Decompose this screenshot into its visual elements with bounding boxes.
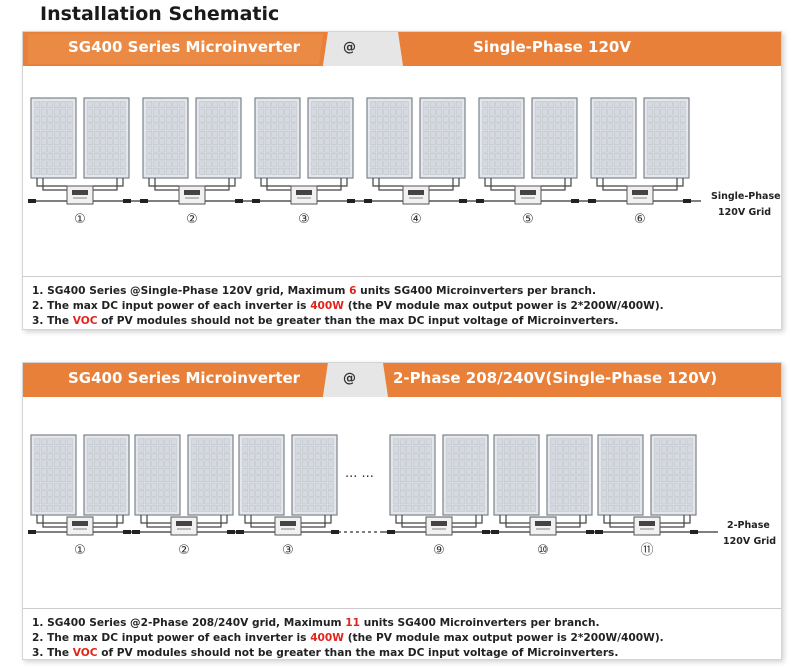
pv-module <box>142 97 189 179</box>
unit-number: ⑨ <box>433 543 445 558</box>
note-1: 1. SG400 Series @2-Phase 208/240V grid, … <box>32 617 600 629</box>
bus-connector <box>252 199 260 203</box>
banner-at-label: @ <box>343 40 356 55</box>
unit-number: ① <box>74 212 86 227</box>
bus-connector <box>571 199 579 203</box>
banner-grid-label: 2-Phase 208/240V(Single-Phase 120V) <box>393 369 718 387</box>
bus-connector <box>482 530 490 534</box>
pv-module <box>307 97 354 179</box>
note-3: 3. The VOC of PV modules should not be g… <box>32 315 619 327</box>
microinverter <box>66 185 94 205</box>
two-phase-panel: SG400 Series Microinverter @ 2-Phase 208… <box>22 362 782 660</box>
bus-connector <box>387 530 395 534</box>
bus-connector <box>132 530 140 534</box>
pv-module <box>478 97 525 179</box>
pv-module <box>650 434 697 516</box>
pv-module <box>291 434 338 516</box>
bus-connector <box>236 530 244 534</box>
pv-module <box>30 434 77 516</box>
section-banner: SG400 Series Microinverter @ 2-Phase 208… <box>23 363 781 397</box>
unit-number: ③ <box>282 543 294 558</box>
unit-number: ① <box>74 543 86 558</box>
pv-module <box>30 97 77 179</box>
grid-label: Single-Phase <box>711 191 781 202</box>
bus-connector <box>28 530 36 534</box>
unit-number: ⑩ <box>537 543 549 558</box>
bus-connector <box>683 199 691 203</box>
bus-connector <box>491 530 499 534</box>
unit-number: ⑪ <box>640 543 653 558</box>
unit-number: ④ <box>410 212 422 227</box>
pv-module <box>493 434 540 516</box>
pv-module <box>134 434 181 516</box>
bus-connector <box>123 530 131 534</box>
bus-connector <box>459 199 467 203</box>
pv-module <box>419 97 466 179</box>
pv-module <box>187 434 234 516</box>
microinverter <box>402 185 430 205</box>
microinverter <box>425 516 453 536</box>
bus-connector <box>476 199 484 203</box>
page-title: Installation Schematic <box>40 3 280 25</box>
bus-connector <box>595 530 603 534</box>
banner-grid-label: Single-Phase 120V <box>473 38 631 56</box>
banner-at-label: @ <box>343 371 356 386</box>
microinverter <box>66 516 94 536</box>
microinverter <box>290 185 318 205</box>
pv-module <box>195 97 242 179</box>
note-2: 2. The max DC input power of each invert… <box>32 300 664 312</box>
microinverter <box>633 516 661 536</box>
pv-module <box>83 97 130 179</box>
bus-connector <box>227 530 235 534</box>
pv-module <box>238 434 285 516</box>
bus-connector <box>140 199 148 203</box>
bus-connector <box>690 530 698 534</box>
notes-list: 1. SG400 Series @2-Phase 208/240V grid, … <box>23 608 781 661</box>
banner-product-label: SG400 Series Microinverter <box>68 369 301 387</box>
microinverter <box>529 516 557 536</box>
pv-module <box>83 434 130 516</box>
section-banner: SG400 Series Microinverter @ Single-Phas… <box>23 32 781 66</box>
note-1: 1. SG400 Series @Single-Phase 120V grid,… <box>32 285 596 297</box>
pv-module <box>546 434 593 516</box>
ellipsis: ··· ··· <box>345 470 374 485</box>
notes-list: 1. SG400 Series @Single-Phase 120V grid,… <box>23 276 781 329</box>
grid-label: 2-Phase <box>727 520 770 531</box>
pv-module <box>531 97 578 179</box>
unit-number: ② <box>186 212 198 227</box>
microinverter <box>170 516 198 536</box>
microinverter <box>514 185 542 205</box>
bus-connector <box>123 199 131 203</box>
single-phase-panel: SG400 Series Microinverter @ Single-Phas… <box>22 31 782 330</box>
microinverter <box>178 185 206 205</box>
grid-label: 120V Grid <box>718 207 771 218</box>
grid-label: 120V Grid <box>723 536 776 547</box>
pv-module <box>389 434 436 516</box>
bus-connector <box>235 199 243 203</box>
wiring-diagram: ① ② ③ ④ ⑤ ⑥ Single-Phase 120V Grid <box>23 68 781 278</box>
microinverter <box>274 516 302 536</box>
bus-connector <box>586 530 594 534</box>
bus-connector <box>331 530 339 534</box>
bus-connector <box>347 199 355 203</box>
unit-number: ⑤ <box>522 212 534 227</box>
unit-number: ② <box>178 543 190 558</box>
microinverter <box>626 185 654 205</box>
wiring-diagram: ① ② ③ ⑨ ⑩ ⑪ ··· ··· 2-Phase 120V Grid <box>23 399 781 609</box>
pv-module <box>643 97 690 179</box>
note-3: 3. The VOC of PV modules should not be g… <box>32 647 619 659</box>
banner-product-label: SG400 Series Microinverter <box>68 38 301 56</box>
note-2: 2. The max DC input power of each invert… <box>32 632 664 644</box>
bus-connector <box>28 199 36 203</box>
pv-module <box>597 434 644 516</box>
unit-number: ③ <box>298 212 310 227</box>
unit-number: ⑥ <box>634 212 646 227</box>
pv-module <box>254 97 301 179</box>
pv-module <box>442 434 489 516</box>
bus-connector <box>364 199 372 203</box>
pv-module <box>590 97 637 179</box>
bus-connector <box>588 199 596 203</box>
pv-module <box>366 97 413 179</box>
